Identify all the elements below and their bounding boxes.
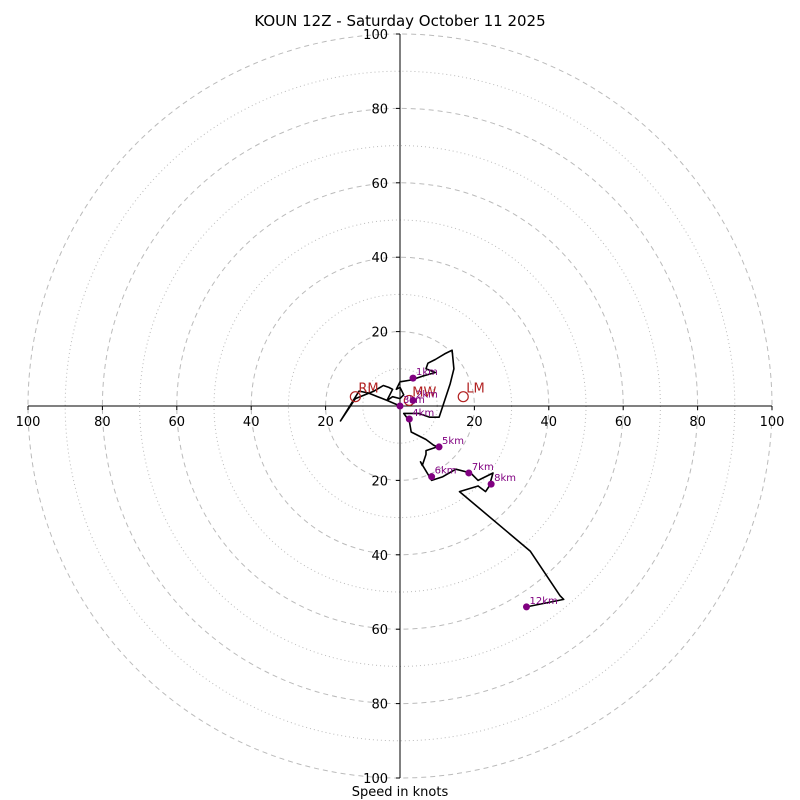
x-tick-label: 20	[317, 415, 334, 430]
y-tick-label: 40	[371, 549, 388, 564]
y-tick-label: 100	[363, 772, 388, 787]
height-label-8km: 8km	[494, 473, 516, 484]
motion-marker-lm	[457, 391, 469, 403]
height-label-1km: 1km	[416, 367, 438, 378]
motion-marker-rm	[349, 391, 361, 403]
y-tick-label: 100	[363, 28, 388, 43]
height-marker-5km	[435, 443, 443, 451]
x-axis-label: Speed in knots	[352, 785, 449, 800]
height-label-2km: 2km	[416, 389, 438, 400]
motion-label-rm: RM	[358, 382, 378, 397]
y-tick-label: 60	[371, 623, 388, 638]
hodograph-line	[339, 349, 565, 608]
height-label-3km: 3km	[403, 395, 425, 406]
motion-label-lm: LM	[466, 382, 484, 397]
x-tick-label: 40	[243, 415, 260, 430]
height-marker-8km	[487, 480, 495, 488]
motion-label-mw: MW	[412, 385, 436, 400]
x-tick-label: 100	[760, 415, 785, 430]
height-marker-2km	[409, 396, 417, 404]
storm-motion-markers: RM MW LM	[349, 382, 485, 407]
height-label-4km: 4km	[412, 408, 434, 419]
x-tick-label: 60	[615, 415, 632, 430]
height-marker-1km	[409, 374, 417, 382]
height-label-7km: 7km	[472, 462, 494, 473]
x-tick-label: 40	[541, 415, 558, 430]
y-tick-label: 80	[371, 102, 388, 117]
height-label-5km: 5km	[442, 436, 464, 447]
y-tick-label: 20	[371, 326, 388, 341]
height-marker-7km	[465, 469, 473, 477]
y-tick-label: 80	[371, 698, 388, 713]
x-tick-label: 80	[689, 415, 706, 430]
x-tick-label: 100	[16, 415, 41, 430]
y-tick-label: 40	[371, 251, 388, 266]
wind-trace	[339, 349, 565, 608]
height-marker-6km	[428, 473, 436, 481]
height-marker-4km	[405, 415, 413, 423]
height-label-6km: 6km	[435, 466, 457, 477]
height-marker-12km	[522, 603, 530, 611]
tick-labels: 100 100 80 80 60 60 40 40 20 20 20 20 40 40 60 60 80 80 10…	[16, 28, 785, 787]
x-tick-label: 60	[169, 415, 186, 430]
x-tick-label: 20	[466, 415, 483, 430]
y-tick-label: 60	[371, 177, 388, 192]
height-marker-3km	[396, 402, 404, 410]
height-label-12km: 12km	[529, 596, 557, 607]
chart-title: KOUN 12Z - Saturday October 11 2025	[254, 12, 545, 30]
x-tick-label: 80	[94, 415, 111, 430]
y-tick-label: 20	[371, 474, 388, 489]
